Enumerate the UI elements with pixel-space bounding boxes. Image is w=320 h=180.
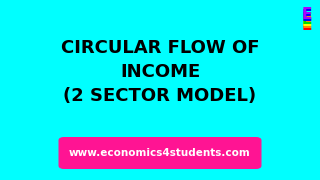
- Text: CIRCULAR FLOW OF
INCOME
(2 SECTOR MODEL): CIRCULAR FLOW OF INCOME (2 SECTOR MODEL): [61, 39, 259, 105]
- Text: E: E: [302, 12, 312, 26]
- Text: E: E: [302, 16, 312, 31]
- Text: E: E: [302, 9, 312, 24]
- Text: E: E: [302, 18, 312, 33]
- Text: www.economics4students.com: www.economics4students.com: [69, 148, 251, 158]
- Text: E: E: [302, 14, 312, 29]
- FancyBboxPatch shape: [59, 138, 261, 168]
- Text: E: E: [302, 7, 312, 22]
